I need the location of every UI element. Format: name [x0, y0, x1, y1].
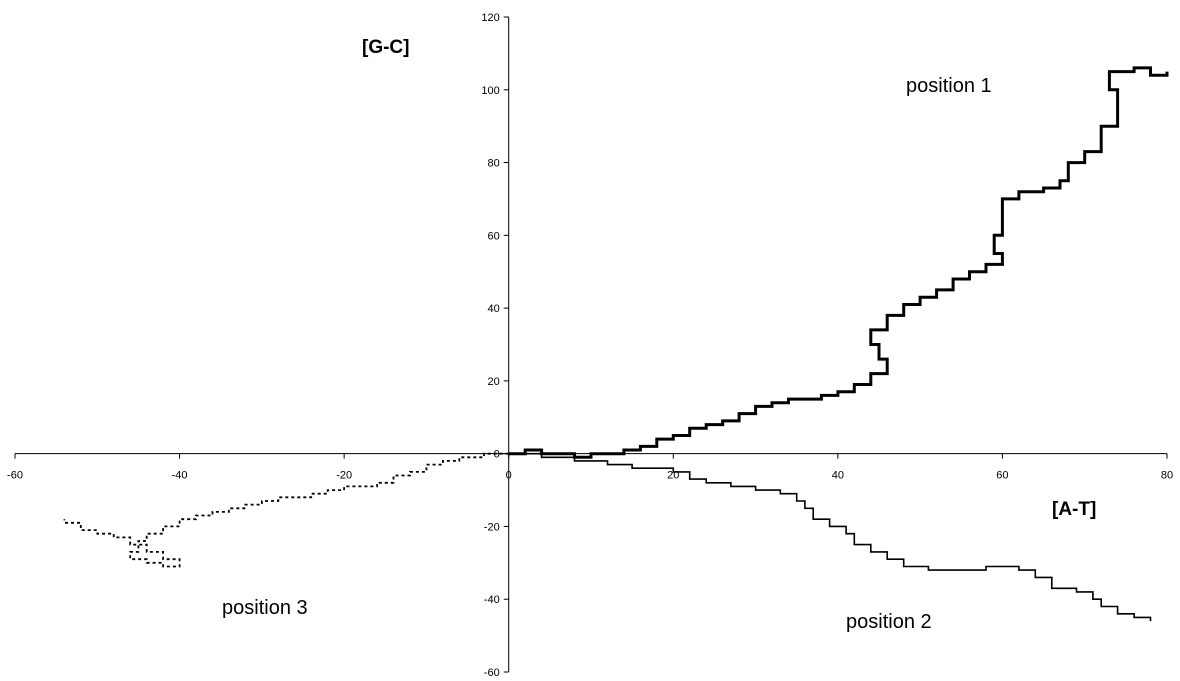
x-tick-label: 60: [996, 470, 1008, 482]
y-tick-label: 120: [481, 12, 499, 24]
y-axis-ticks: -60 -40 -20 0 20 40 60 80 100 120: [481, 12, 509, 679]
y-axis-title: [G-C]: [362, 37, 409, 58]
x-tick-label: -60: [7, 470, 23, 482]
series-layer: [63, 66, 1169, 622]
series-line-3: [63, 452, 509, 568]
series-line-1: [508, 66, 1169, 459]
x-tick-label: -40: [172, 470, 188, 482]
x-tick-label: -20: [336, 470, 352, 482]
y-tick-label: -20: [484, 521, 500, 533]
y-tick-label: -40: [484, 594, 500, 606]
x-tick-label: 40: [832, 470, 844, 482]
x-axis-ticks: -60 -40 -20 0 20 40 60 80: [7, 453, 1173, 482]
y-tick-label: 40: [487, 303, 499, 315]
series-label-position-3: position 3: [222, 597, 308, 619]
series-label-position-2: position 2: [846, 611, 932, 633]
y-tick-label: 80: [487, 158, 499, 170]
y-tick-label: 0: [494, 449, 500, 461]
y-tick-label: 20: [487, 376, 499, 388]
y-tick-label: 60: [487, 230, 499, 242]
x-tick-label: 80: [1161, 470, 1173, 482]
series-label-position-1: position 1: [906, 75, 992, 97]
y-tick-label: -60: [484, 667, 500, 679]
x-tick-label: 0: [506, 470, 512, 482]
y-tick-label: 100: [481, 85, 499, 97]
series-line-2: [508, 452, 1152, 622]
x-axis-title: [A-T]: [1052, 499, 1096, 520]
